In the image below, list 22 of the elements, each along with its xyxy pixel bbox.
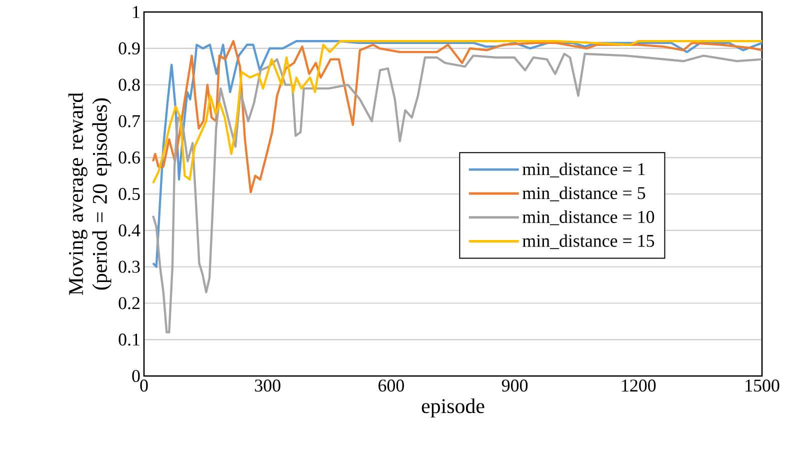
y-axis-title: Moving average reward (period = 20 episodes) [68,92,112,296]
y-tick-label: 0.3 [118,260,140,273]
x-tick-label: 600 [378,380,404,392]
x-tick-label: 300 [255,380,280,392]
y-tick-label: 1 [133,6,140,18]
y-tick-label: 0.8 [118,78,140,91]
y-tick-label: 0.2 [118,297,140,310]
y-tick-label: 0.5 [118,188,140,200]
legend-label: min_distance = 1 [522,162,645,178]
y-tick-label: 0.1 [118,334,140,346]
x-tick-label: 1200 [622,380,656,392]
x-tick-label: 1500 [746,380,780,392]
y-tick-label: 0.6 [118,152,140,164]
y-tick-label: 0.7 [118,115,140,128]
y-tick-label: 0.9 [118,42,140,54]
y-tick-label: 0.4 [118,224,140,236]
x-tick-label: 900 [502,380,528,392]
legend-label: min_distance = 10 [522,210,654,226]
legend-label: min_distance = 5 [522,186,646,202]
y-tick-label: 0 [132,370,140,382]
x-axis-title: episode [422,398,484,418]
legend-label: min_distance = 15 [522,234,654,250]
